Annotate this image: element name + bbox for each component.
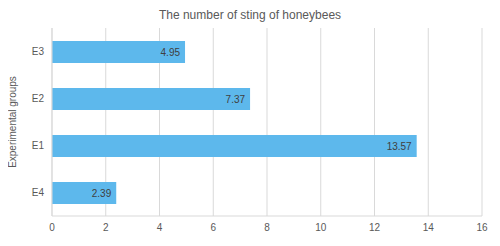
svg-text:16: 16 (476, 222, 488, 233)
svg-text:6: 6 (210, 222, 216, 233)
svg-text:0: 0 (49, 222, 55, 233)
svg-text:2.39: 2.39 (92, 188, 112, 199)
svg-text:Experimental groups: Experimental groups (8, 76, 18, 168)
svg-text:12: 12 (369, 222, 381, 233)
svg-text:4: 4 (157, 222, 163, 233)
svg-text:E1: E1 (32, 140, 45, 151)
svg-text:E3: E3 (32, 46, 45, 57)
svg-text:10: 10 (315, 222, 327, 233)
html-text:The number of sting of honeybe: The number of sting of honeybees (158, 8, 342, 22)
svg-text:E2: E2 (32, 93, 45, 104)
svg-text:13.57: 13.57 (387, 141, 412, 152)
svg-text:14: 14 (423, 222, 435, 233)
svg-text:E4: E4 (32, 187, 45, 198)
svg-text:8: 8 (264, 222, 270, 233)
svg-text:2: 2 (103, 222, 109, 233)
svg-text:4.95: 4.95 (161, 47, 181, 58)
svg-text:7.37: 7.37 (226, 94, 246, 105)
